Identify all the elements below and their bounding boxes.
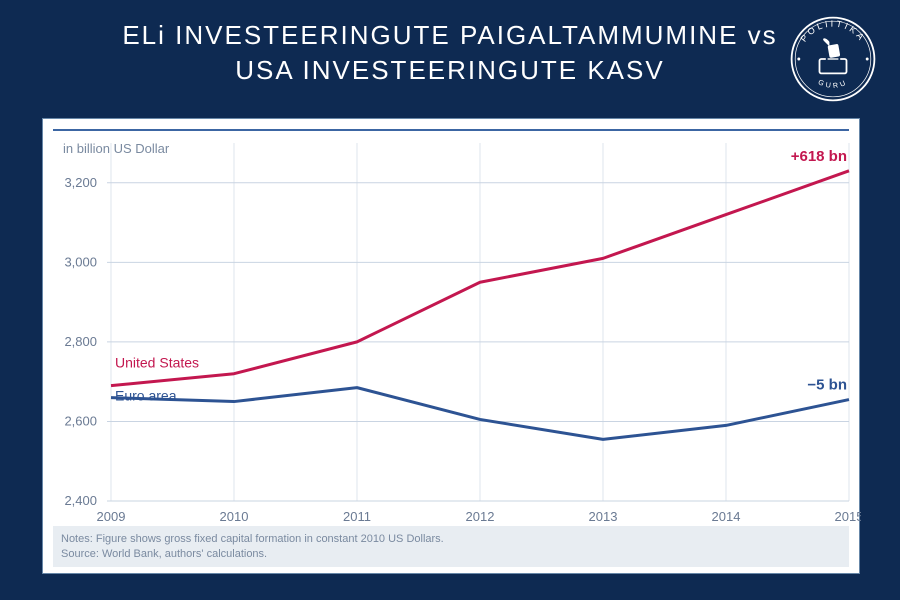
notes-line2: Source: World Bank, authors' calculation…	[61, 548, 267, 560]
x-tick-label: 2009	[97, 509, 126, 524]
x-tick-label: 2010	[220, 509, 249, 524]
series-annotation: +618 bn	[791, 148, 847, 165]
series-label: Euro area	[115, 388, 177, 404]
y-axis-label: in billion US Dollar	[63, 141, 170, 156]
brand-logo: POLIITIKA GURU	[788, 14, 878, 104]
x-tick-label: 2013	[589, 509, 618, 524]
chart-notes: Notes: Figure shows gross fixed capital …	[53, 526, 849, 567]
series-annotation: −5 bn	[807, 377, 847, 394]
y-tick-label: 3,000	[64, 254, 97, 269]
x-tick-label: 2012	[466, 509, 495, 524]
title-line2: USA INVESTEERINGUTE KASV	[235, 55, 664, 85]
x-tick-label: 2014	[712, 509, 741, 524]
title-line1: ELi INVESTEERINGUTE PAIGALTAMMUMINE vs	[122, 20, 777, 50]
line-chart: 2,400 2,600 2,800 3,000 3,200 in billion US D…	[43, 119, 861, 575]
x-tick-label: 2011	[343, 509, 371, 524]
y-tick-label: 2,400	[64, 493, 97, 508]
logo-bottom-text: GURU	[817, 77, 849, 90]
notes-line1: Notes: Figure shows gross fixed capital …	[61, 533, 444, 545]
series-label: United States	[115, 355, 199, 371]
x-tick-label: 2015	[835, 509, 861, 524]
logo-top-text: POLIITIKA	[799, 19, 868, 44]
svg-text:GURU: GURU	[817, 77, 849, 90]
y-tick-label: 3,200	[64, 175, 97, 190]
y-tick-label: 2,600	[64, 413, 97, 428]
chart-panel: 2,400 2,600 2,800 3,000 3,200 in billion US D…	[42, 118, 860, 574]
svg-text:POLIITIKA: POLIITIKA	[799, 19, 868, 44]
y-tick-label: 2,800	[64, 334, 97, 349]
